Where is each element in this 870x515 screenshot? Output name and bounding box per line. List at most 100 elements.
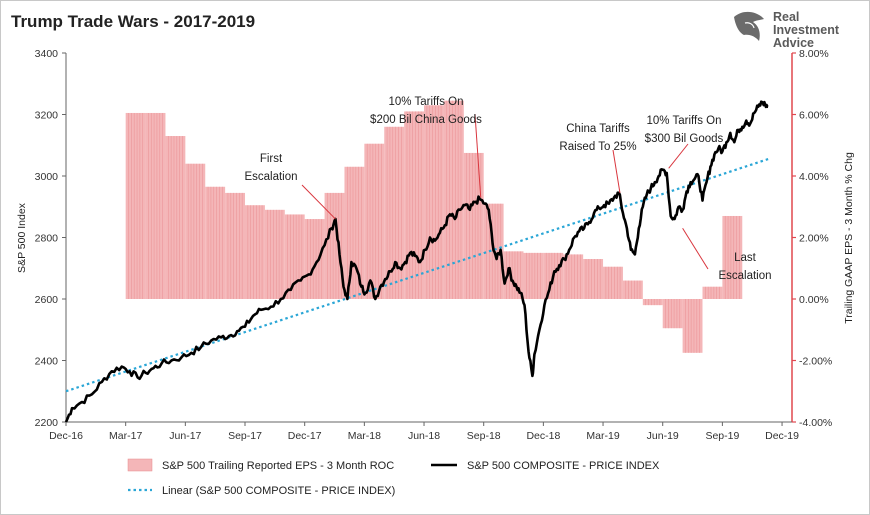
annotation-text: $200 Bil China Goods (370, 114, 482, 126)
eps-bar (662, 299, 683, 329)
annotation-text: Raised To 25% (559, 141, 636, 153)
eps-bar-fill (225, 192, 246, 299)
eps-bar (145, 112, 166, 300)
x-tick-label: Sep-18 (467, 430, 501, 442)
y-left-tick-label: 2400 (35, 356, 59, 368)
logo: Real Investment Advice (734, 10, 840, 50)
y-right-tick-label: 4.00% (799, 171, 829, 183)
eps-bar-fill (463, 152, 484, 299)
y-right-tick-label: -4.00% (799, 417, 832, 429)
eps-bar-fill (443, 100, 464, 299)
eps-bar (304, 219, 325, 299)
eps-bar-fill (364, 143, 385, 299)
eps-bar (722, 215, 743, 299)
x-tick-label: Mar-17 (109, 430, 142, 442)
annotation-text: $300 Bil Goods (645, 133, 724, 145)
annotation: First Escalation (244, 153, 336, 220)
annotation-text: Escalation (718, 270, 771, 282)
x-tick-label: Jun-18 (408, 430, 440, 442)
eps-bar (225, 192, 246, 299)
annotation-text: Last (734, 252, 757, 264)
left-axis: 2200 2400 2600 2800 3000 3200 3400 (35, 48, 66, 429)
annotation-leader (301, 184, 336, 220)
y-right-tick-label: 2.00% (799, 233, 829, 245)
annotation-text: Escalation (244, 171, 297, 183)
eps-bar-fill (384, 126, 405, 299)
price-line (64, 100, 769, 423)
eps-bar-fill (622, 280, 643, 299)
annotation: 10% Tariffs On $200 Bil China Goods (370, 96, 482, 198)
legend-eps-swatch (127, 458, 153, 472)
x-tick-label: Dec-19 (765, 430, 799, 442)
eps-bar (324, 192, 345, 299)
eps-bar-fill (722, 215, 743, 299)
eps-bar (284, 214, 305, 299)
eps-bar (523, 252, 544, 299)
chart-title: Trump Trade Wars - 2017-2019 (11, 12, 255, 31)
annotations: First Escalation 10% Tariffs On $200 Bil Ch… (244, 96, 771, 282)
eps-bar-fill (523, 252, 544, 299)
logo-line-1: Real (773, 10, 799, 24)
eps-bar-fill (205, 186, 226, 299)
x-tick-label: Jun-17 (169, 430, 201, 442)
eps-bar (364, 143, 385, 299)
x-tick-label: Jun-19 (647, 430, 679, 442)
x-tick-label: Dec-16 (49, 430, 83, 442)
annotation-text: 10% Tariffs On (646, 115, 721, 127)
annotation-leader (668, 143, 689, 169)
eps-bar (125, 112, 146, 300)
y-right-tick-label: 0.00% (799, 294, 829, 306)
eps-bar-fill (583, 259, 604, 299)
trend-line (65, 158, 769, 393)
eps-bar (404, 111, 425, 299)
legend-price-label: S&P 500 COMPOSITE - PRICE INDEX (467, 460, 660, 472)
x-tick-label: Mar-18 (348, 430, 381, 442)
eps-bar-fill (125, 112, 146, 300)
y-axis-label-left: S&P 500 Index (16, 202, 28, 273)
eps-bar-fill (424, 105, 444, 300)
eps-bar-fill (264, 209, 285, 299)
eps-bar (702, 286, 723, 299)
eps-bars (125, 100, 743, 353)
eps-bar (583, 259, 604, 299)
eps-bar-fill (642, 299, 663, 306)
eps-bar (424, 105, 444, 300)
eps-bar-fill (702, 286, 723, 299)
eps-bar (563, 254, 584, 299)
eps-bar-fill (662, 299, 683, 329)
y-left-tick-label: 3200 (35, 110, 59, 122)
eps-bar-fill (245, 205, 265, 299)
right-axis: -4.00% -2.00% 0.00% 2.00% 4.00% 6.00% 8.00% (792, 48, 832, 429)
x-tick-label: Sep-17 (228, 430, 262, 442)
x-tick-label: Dec-18 (526, 430, 560, 442)
eps-bar (603, 266, 623, 299)
logo-line-2: Investment (773, 23, 840, 37)
x-tick-label: Mar-19 (586, 430, 619, 442)
eps-bar-fill (165, 136, 186, 299)
eagle-icon (734, 11, 764, 42)
eps-bar (245, 205, 265, 299)
eps-bar-fill (344, 166, 365, 299)
annotation-leader (474, 113, 482, 198)
eps-bar-fill (145, 112, 166, 300)
annotation-text: 10% Tariffs On (388, 96, 463, 108)
y-left-tick-label: 2200 (35, 417, 59, 429)
eps-bar (344, 166, 365, 299)
eps-bar (165, 136, 186, 299)
y-left-tick-label: 2600 (35, 294, 59, 306)
annotation: 10% Tariffs On $300 Bil Goods (645, 115, 724, 169)
eps-bar-fill (682, 299, 703, 353)
eps-bar (463, 152, 484, 299)
x-axis: Dec-16 Mar-17 Jun-17 Sep-17 Dec-17 Mar-18 Jun-… (49, 422, 799, 442)
y-right-tick-label: -2.00% (799, 356, 832, 368)
eps-bar-fill (185, 163, 206, 299)
eps-bar (622, 280, 643, 299)
annotation-text: China Tariffs (566, 123, 630, 135)
annotation: China Tariffs Raised To 25% (559, 123, 637, 193)
eps-bar (443, 100, 464, 299)
annotation: Last Escalation (682, 228, 772, 282)
eps-bar (682, 299, 703, 353)
y-left-tick-label: 3400 (35, 48, 59, 60)
